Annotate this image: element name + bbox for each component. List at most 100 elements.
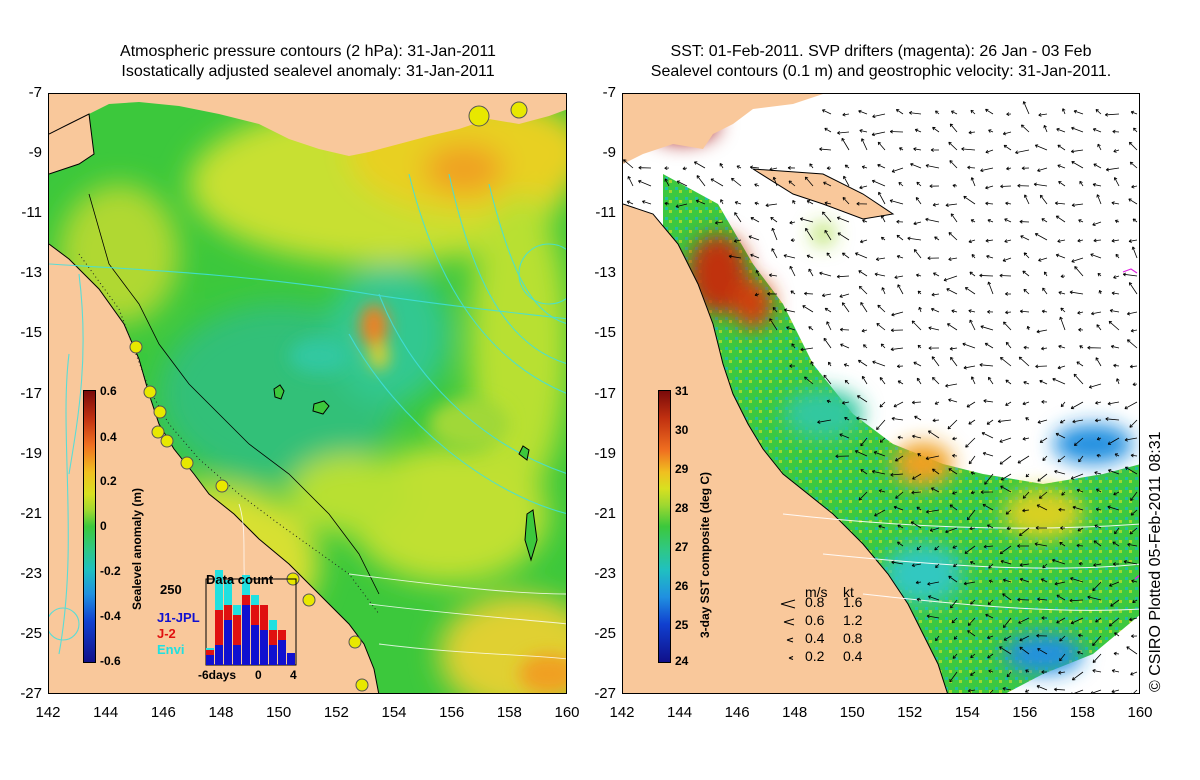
velocity-arrow [1093,163,1102,169]
velocity-arrow [1115,253,1120,259]
velocity-arrow [988,129,994,133]
velocity-arrow [1037,473,1048,482]
velocity-arrow [980,167,994,173]
cbar-tick: -0.2 [100,564,121,578]
velocity-arrow [693,161,706,169]
y-tick-label: -17 [20,384,42,402]
x-tick-label: 158 [496,704,522,721]
velocity-arrow [720,199,724,205]
velocity-arrow [734,212,742,223]
velocity-arrow [837,232,850,241]
velocity-arrow [1057,164,1066,169]
velocity-arrow [873,451,886,457]
velocity-arrow [968,419,976,425]
velocity-arrow [935,635,940,642]
velocity-arrow [1025,417,1030,421]
velocity-arrow [1109,308,1120,313]
velocity-arrow [1093,540,1102,547]
velocity-arrow [911,563,922,568]
velocity-arrow [934,401,940,405]
y-tick-label: -21 [594,504,616,522]
velocity-arrow [786,326,796,331]
velocity-arrow [771,248,778,259]
velocity-arrow [999,437,1012,443]
velocity-arrow [962,342,976,349]
x-tick-label: 150 [266,704,292,721]
velocity-arrow [1126,311,1138,316]
y-tick-label: -13 [20,264,42,282]
velocity-arrow [839,327,850,332]
velocity-arrow [988,579,994,584]
inset-bar [242,605,250,665]
velocity-arrow [949,671,958,683]
data-count-inset [205,570,297,666]
velocity-arrow [823,337,832,349]
inset-bar [278,640,286,665]
velocity-legend-header-ms: m/s [805,584,828,600]
velocity-arrow [979,273,994,278]
velocity-arrow [1003,635,1012,641]
velocity-arrow [916,377,922,385]
velocity-arrow [986,254,994,259]
velocity-arrow [824,229,832,241]
velocity-arrow [817,419,832,424]
velocity-arrow [1129,419,1138,428]
velocity-arrow [627,176,634,187]
velocity-arrow [985,613,994,619]
velocity-arrow [1038,257,1048,262]
velocity-arrow [1114,219,1120,224]
velocity-arrow [946,323,958,331]
velocity-arrow [1058,291,1066,295]
velocity-arrow [925,455,940,461]
y-tick-label: -21 [20,504,42,522]
velocity-arrow [1105,417,1120,421]
velocity-arrow [748,235,760,241]
velocity-arrow [842,112,850,117]
velocity-arrow [985,238,994,243]
velocity-arrow [857,359,868,367]
velocity-arrow [949,346,958,351]
velocity-arrow [1094,471,1102,475]
velocity-arrow [982,503,994,511]
velocity-arrow [765,203,778,208]
velocity-arrow [893,505,904,511]
velocity-arrow [1126,646,1138,655]
velocity-arrow [731,177,742,187]
velocity-arrow [821,109,832,115]
velocity-arrow [771,227,778,241]
velocity-arrow [1095,400,1102,405]
velocity-arrow [925,163,940,169]
velocity-arrow [895,491,904,499]
y-tick-label: -25 [594,624,616,642]
velocity-arrow [1128,239,1138,243]
velocity-arrow [984,473,994,485]
x-tick-label: 148 [208,704,234,721]
velocity-arrow [968,130,976,135]
velocity-arrow [910,162,922,169]
velocity-arrow [967,688,976,693]
inset-bar [287,653,295,665]
velocity-arrow [1022,508,1030,513]
velocity-arrow [1006,166,1012,171]
velocity-arrow [948,141,958,151]
inset-bar [206,648,214,650]
velocity-arrow [754,201,760,206]
velocity-arrow [980,325,994,331]
cbar-tick: 0.4 [100,430,117,444]
velocity-arrow [800,347,814,352]
velocity-arrow [1036,684,1048,691]
velocity-arrow [769,318,778,331]
cbar-tick: 0.2 [100,474,117,488]
velocity-arrow [824,201,832,206]
velocity-arrow [1023,381,1030,385]
velocity-arrow [1023,194,1030,205]
velocity-arrow [970,599,976,605]
velocity-arrow [710,178,724,187]
velocity-arrow [1130,110,1138,115]
velocity-arrow [897,380,904,385]
velocity-arrow [946,288,958,295]
velocity-arrow [823,181,832,187]
velocity-arrow [664,178,670,187]
velocity-arrow [896,234,904,241]
velocity-arrow [858,491,868,501]
